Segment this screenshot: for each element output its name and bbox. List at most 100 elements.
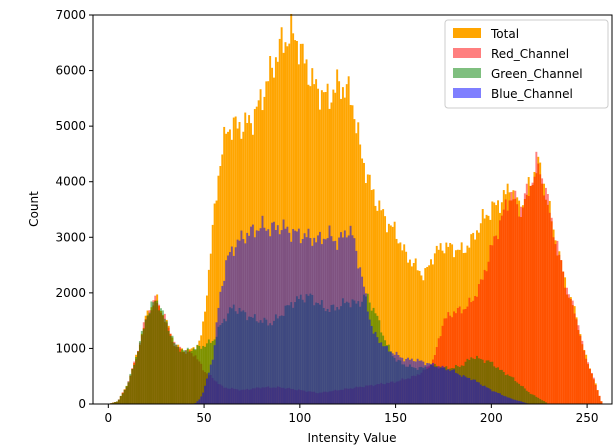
histogram-bar (150, 301, 153, 404)
histogram-bar (405, 251, 408, 404)
histogram-bar (508, 200, 511, 404)
histogram-bar (523, 388, 526, 404)
histogram-bar (135, 356, 138, 404)
histogram-bar (347, 235, 350, 404)
histogram-bar (334, 240, 337, 404)
histogram-bar (596, 390, 599, 404)
histogram-bar (443, 318, 446, 404)
histogram-bar (359, 267, 362, 404)
histogram-bar (483, 269, 486, 404)
histogram-bar (173, 342, 176, 404)
legend: Total Red_Channel Green_Channel Blue_Channe… (444, 19, 609, 109)
histogram-bar (543, 401, 545, 404)
histogram-bar (215, 322, 218, 404)
histogram-bar (202, 392, 205, 404)
histogram-bar (516, 382, 519, 404)
histogram-bar (202, 345, 205, 404)
histogram-bar (441, 325, 444, 404)
histogram-bar (190, 350, 193, 404)
histogram-bar (558, 254, 561, 404)
histogram-bar (420, 275, 423, 404)
histogram-bar (435, 367, 438, 404)
y-tick-label: 6000 (55, 64, 86, 78)
histogram-bar (577, 325, 580, 404)
histogram-bar (340, 232, 342, 404)
histogram-bar (581, 340, 584, 404)
histogram-bar (439, 367, 442, 404)
histogram-bar (169, 335, 172, 404)
histogram-bar (485, 271, 488, 404)
histogram-bar (518, 216, 521, 404)
histogram-bar (518, 383, 521, 404)
histogram-bar (403, 361, 406, 404)
histogram-bar (439, 243, 442, 404)
histogram-bar (217, 175, 220, 404)
histogram-bar (409, 359, 411, 404)
histogram-bar (393, 221, 396, 404)
histogram-bar (543, 195, 545, 404)
histogram-bar (460, 313, 463, 404)
histogram-bar (499, 220, 501, 404)
histogram-bar (512, 377, 515, 404)
histogram-bar (431, 362, 434, 404)
histogram-bar (372, 189, 375, 404)
histogram-bar (292, 33, 295, 404)
histogram-bar (175, 344, 178, 404)
histogram-bar (462, 375, 465, 404)
histogram-bar (594, 384, 597, 404)
histogram-bar (265, 230, 268, 404)
histogram-bar (294, 40, 297, 404)
histogram-bar (307, 228, 310, 404)
histogram-bar (550, 217, 553, 404)
histogram-bar (435, 245, 438, 404)
series-blue-channel (194, 215, 530, 404)
histogram-bar (179, 351, 182, 404)
histogram-bar (491, 361, 494, 404)
histogram-bar (533, 395, 536, 404)
histogram-bar (248, 235, 251, 404)
histogram-bar (311, 68, 314, 405)
histogram-bar (188, 351, 191, 404)
y-tick-label: 4000 (55, 175, 86, 189)
histogram-bar (341, 237, 344, 404)
histogram-bar (299, 243, 302, 404)
histogram-bar (529, 393, 532, 404)
histogram-bar (418, 270, 421, 404)
histogram-bar (405, 358, 408, 404)
histogram-bar (531, 182, 534, 404)
histogram-bar (200, 348, 203, 404)
histogram-bar (156, 300, 159, 404)
histogram-bar (200, 396, 203, 404)
histogram-bar (527, 195, 530, 404)
histogram-bar (409, 259, 411, 404)
histogram-bar (566, 287, 568, 404)
histogram-bar (516, 400, 519, 404)
histogram-bar (426, 266, 429, 404)
histogram-bar (598, 395, 601, 404)
histogram-bar (361, 276, 364, 404)
y-tick-label: 2000 (55, 286, 86, 300)
histogram-bar (414, 361, 417, 404)
histogram-bar (209, 253, 212, 404)
histogram-bar (497, 392, 500, 404)
histogram-bar (454, 313, 457, 404)
histogram-bar (263, 227, 266, 404)
histogram-bar (493, 236, 496, 404)
histogram-bar (349, 225, 352, 404)
histogram-bar (230, 246, 233, 404)
histogram-bar (127, 381, 130, 404)
histogram-bar (412, 361, 415, 404)
histogram-bar (481, 359, 484, 404)
histogram-bar (497, 367, 500, 404)
histogram-bar (296, 231, 298, 404)
histogram-bar (315, 79, 318, 405)
histogram-bar (464, 376, 467, 404)
histogram-bar (284, 228, 287, 404)
histogram-bar (424, 268, 427, 404)
histogram-bar (590, 372, 593, 404)
histogram-bar (539, 174, 542, 404)
histogram-bar (474, 296, 477, 404)
histogram-bar (500, 215, 503, 404)
histogram-bar (343, 230, 346, 404)
histogram-bar (414, 258, 417, 404)
